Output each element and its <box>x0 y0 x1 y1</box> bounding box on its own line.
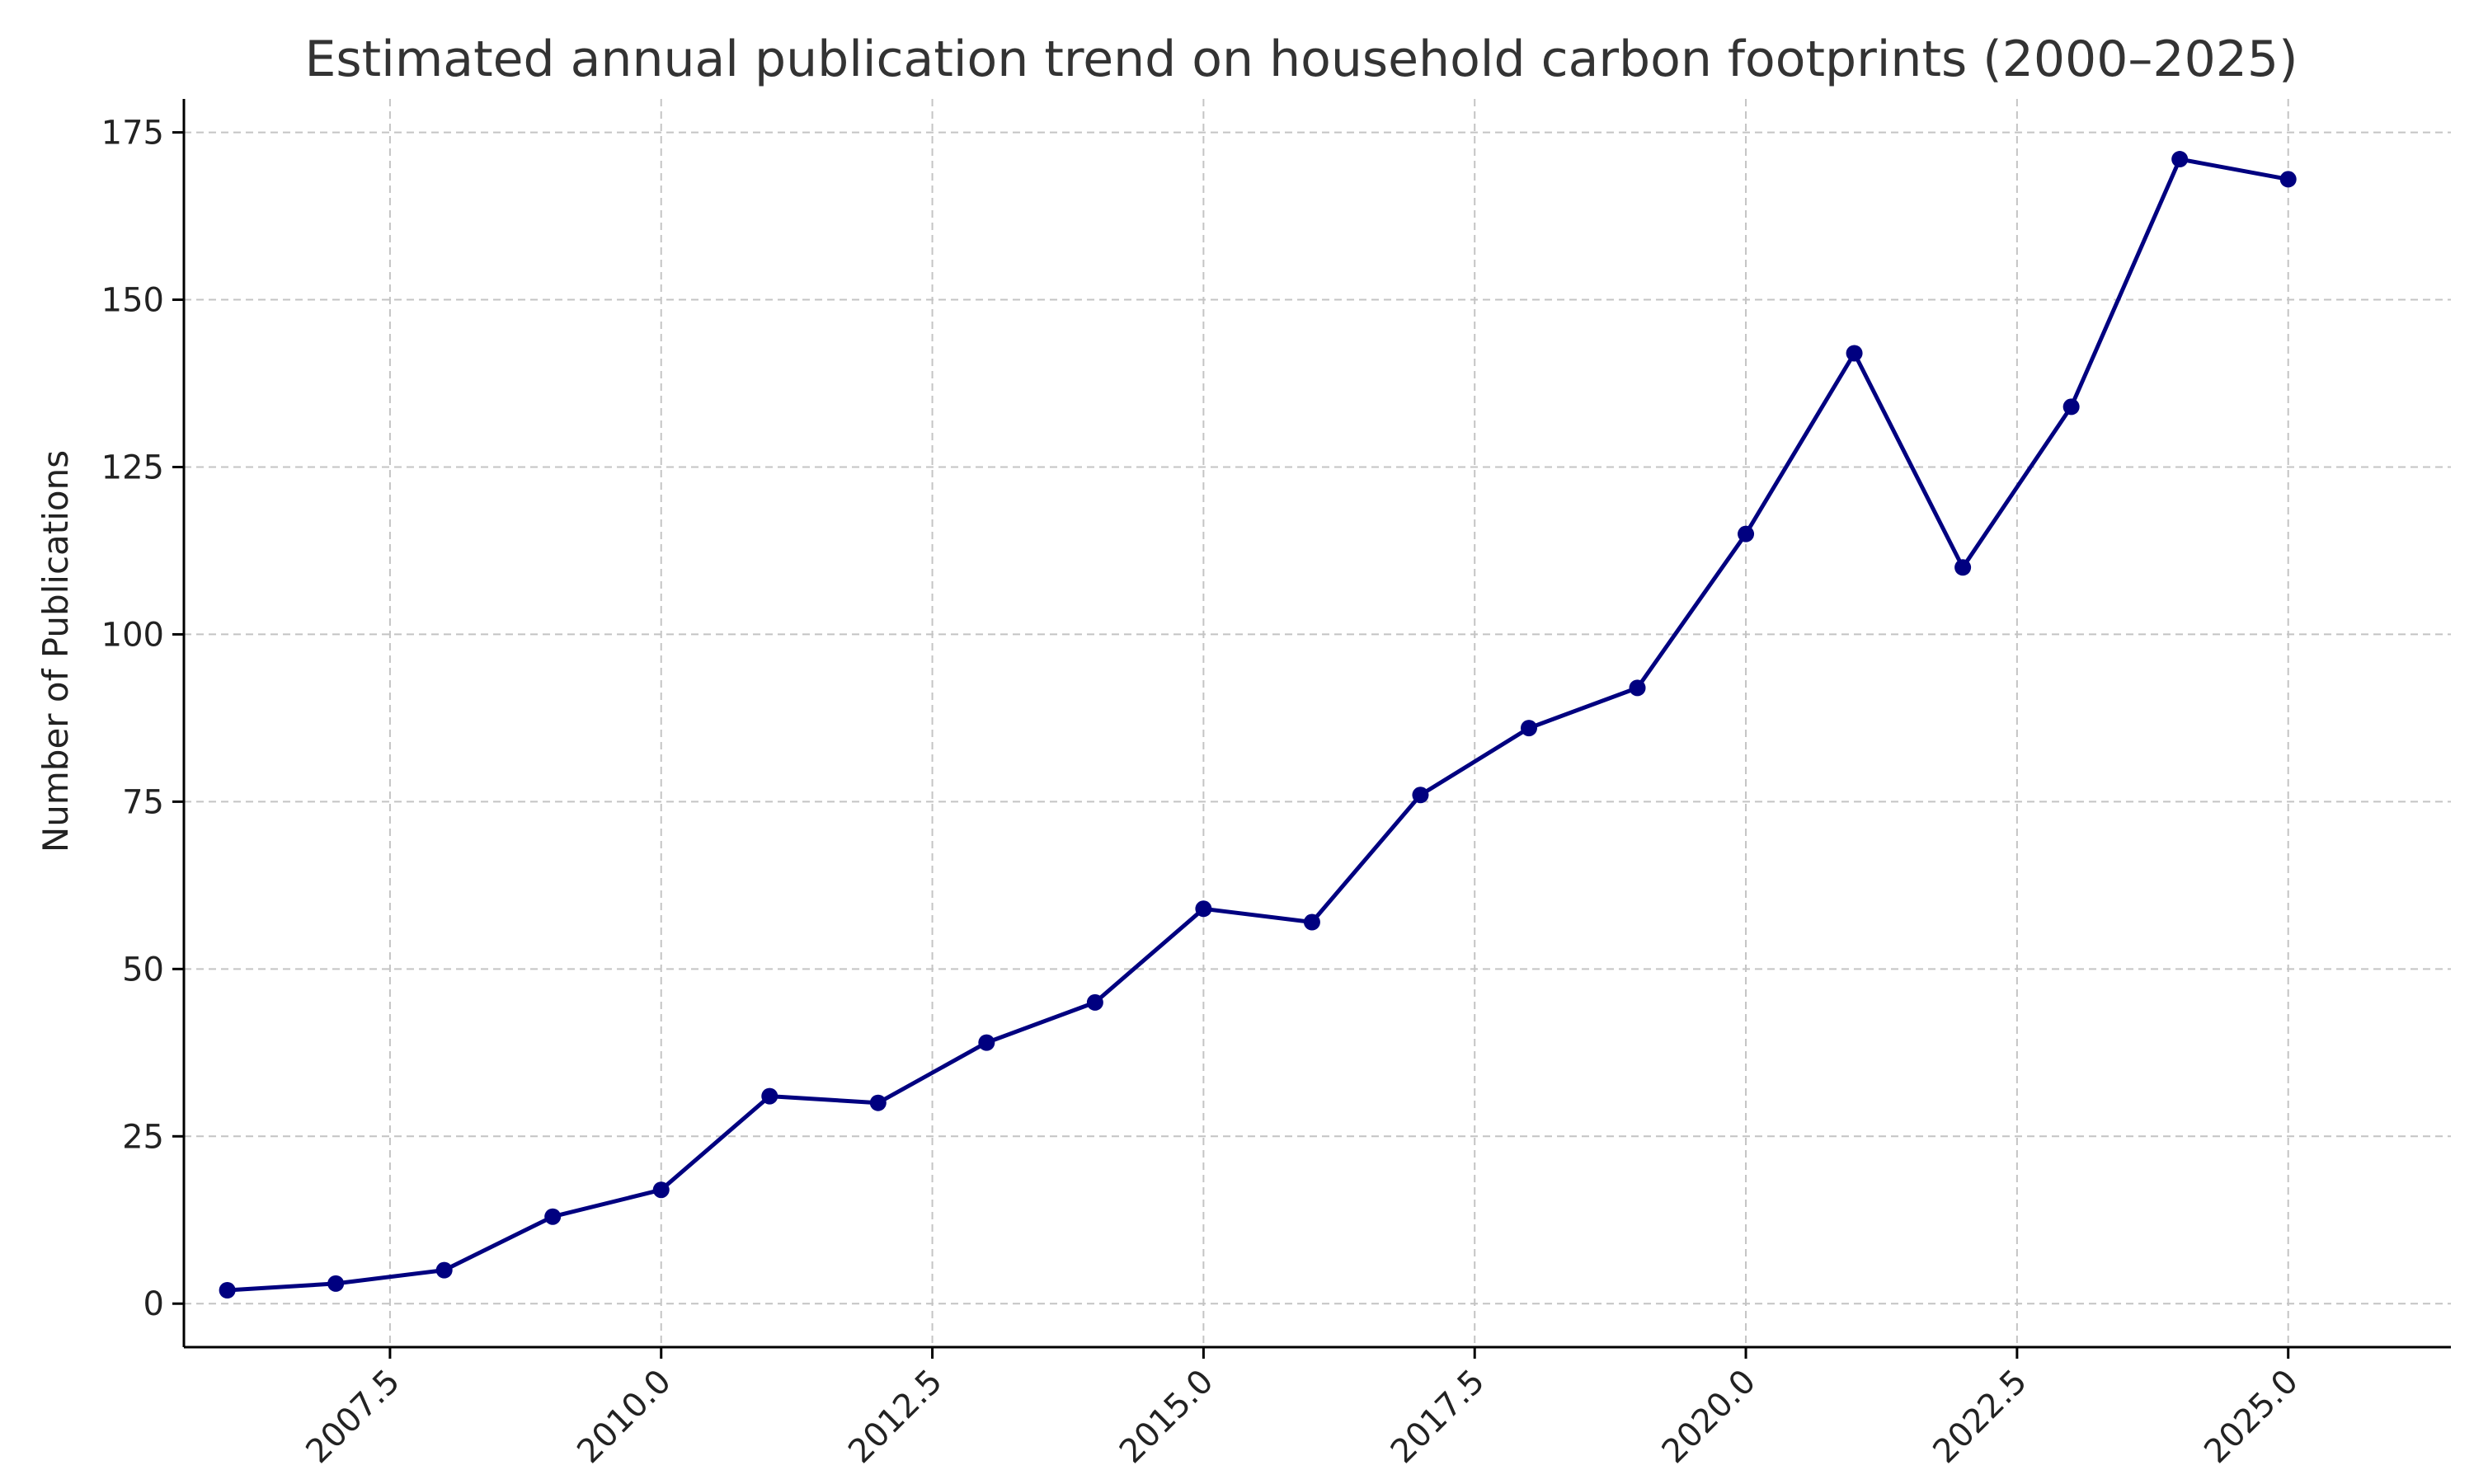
data-point <box>652 1181 670 1199</box>
x-tick-label: 2012.5 <box>841 1363 949 1471</box>
data-point <box>978 1034 995 1051</box>
x-tick-label: 2015.0 <box>1112 1363 1221 1471</box>
y-tick-label: 175 <box>101 115 164 153</box>
chart-title: Estimated annual publication trend on ho… <box>304 31 2298 88</box>
series-line <box>227 157 2289 1293</box>
x-tick-label: 2022.5 <box>1926 1363 2034 1471</box>
y-tick-label: 50 <box>122 951 164 989</box>
data-point <box>2171 151 2189 168</box>
data-point <box>1520 720 1537 737</box>
data-point <box>1846 345 1863 362</box>
y-tick-label: 75 <box>122 783 164 821</box>
series-layer <box>219 151 2297 1298</box>
data-point <box>1954 559 1972 576</box>
y-axis-label: Number of Publications <box>35 450 76 852</box>
x-tick-label: 2010.0 <box>570 1363 678 1471</box>
data-point <box>1303 913 1320 931</box>
data-point <box>869 1094 887 1111</box>
data-point <box>435 1261 453 1279</box>
y-tick-label: 125 <box>101 448 164 486</box>
x-tick-label: 2020.0 <box>1655 1363 1763 1471</box>
y-tick-label: 100 <box>101 616 164 654</box>
y-tick-label: 0 <box>143 1285 164 1323</box>
axes <box>172 99 2451 1359</box>
data-point <box>1738 525 1755 542</box>
data-point <box>1086 993 1103 1011</box>
data-point <box>1195 900 1212 918</box>
data-point <box>1412 787 1429 804</box>
y-tick-label: 150 <box>101 282 164 320</box>
x-tick-label: 2025.0 <box>2197 1363 2305 1471</box>
data-point <box>761 1087 778 1105</box>
data-point <box>219 1281 236 1298</box>
data-point <box>2279 171 2297 188</box>
data-point <box>327 1275 345 1292</box>
x-tick-label: 2017.5 <box>1384 1363 1492 1471</box>
data-point <box>544 1208 562 1225</box>
grid-lines <box>184 99 2451 1347</box>
data-point <box>1629 679 1646 697</box>
data-point <box>2062 398 2080 416</box>
x-tick-label: 2007.5 <box>299 1363 407 1471</box>
y-tick-label: 25 <box>122 1118 164 1156</box>
